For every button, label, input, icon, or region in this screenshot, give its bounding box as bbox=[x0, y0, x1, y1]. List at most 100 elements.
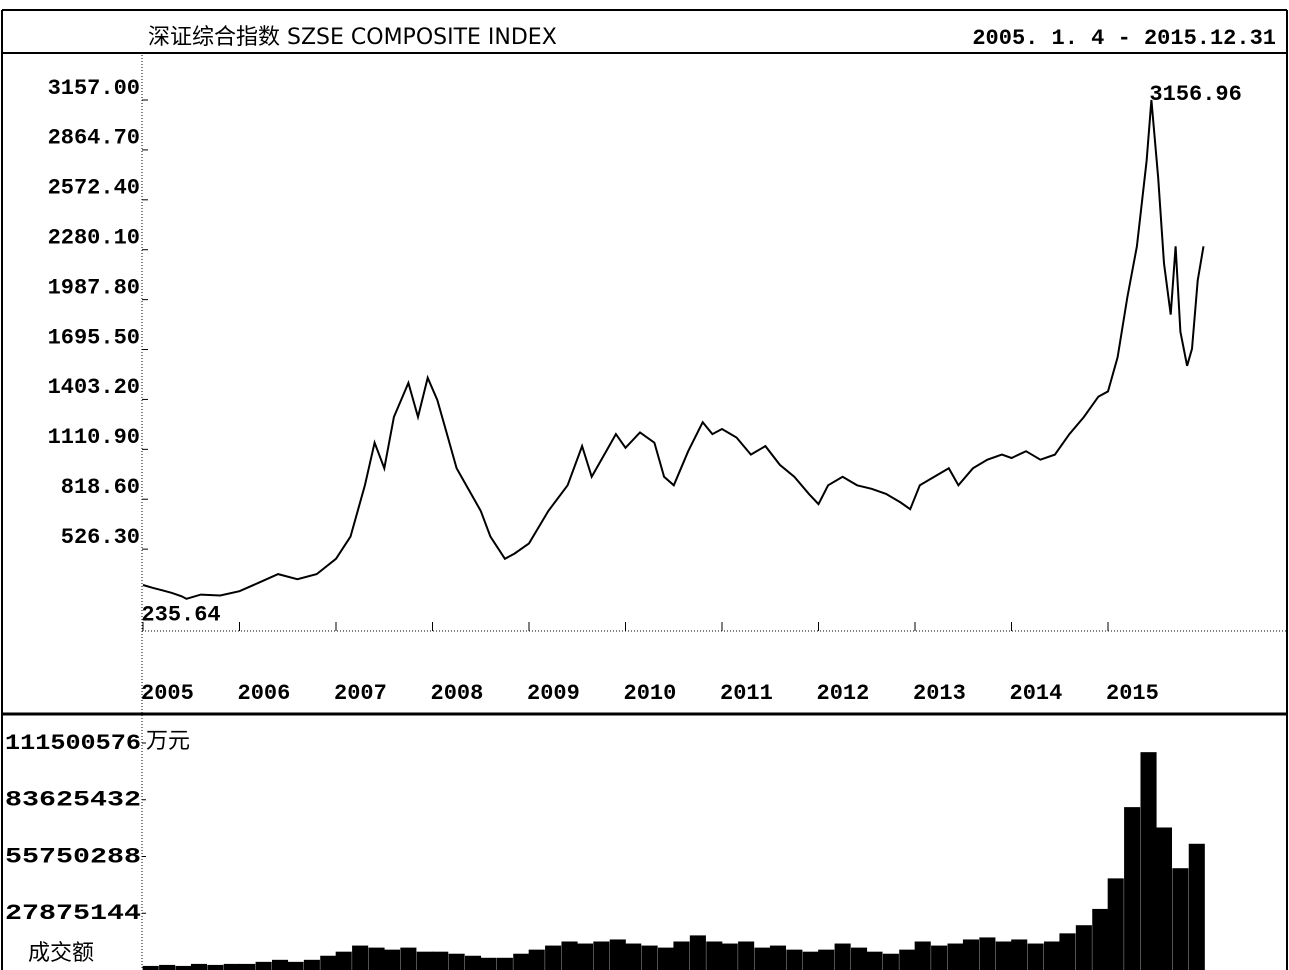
x-tick-label: 2009 bbox=[527, 681, 580, 706]
price-line bbox=[142, 99, 1205, 600]
volume-bar bbox=[673, 941, 690, 970]
volume-bar bbox=[641, 945, 658, 970]
y-tick-label: 1403.20 bbox=[48, 375, 140, 400]
volume-bar bbox=[931, 945, 948, 970]
volume-bar bbox=[786, 949, 803, 970]
volume-bar bbox=[882, 953, 899, 970]
volume-bar bbox=[159, 964, 176, 970]
y-tick-label: 3157.00 bbox=[48, 76, 140, 101]
volume-bar bbox=[383, 949, 401, 970]
y-tick-label: 27875144 bbox=[5, 901, 141, 926]
volume-bar bbox=[962, 939, 980, 970]
volume-bar bbox=[706, 941, 723, 970]
volume-bar bbox=[1107, 878, 1124, 970]
x-tick-label: 2008 bbox=[431, 681, 484, 706]
x-tick-label: 2012 bbox=[817, 681, 870, 706]
volume-bar bbox=[947, 943, 964, 970]
x-tick-label: 2013 bbox=[913, 681, 966, 706]
x-tick-label: 2010 bbox=[624, 681, 677, 706]
y-tick-label: 1110.90 bbox=[48, 425, 140, 450]
volume-bar bbox=[1059, 933, 1076, 970]
volume-bar bbox=[368, 947, 385, 970]
volume-bar bbox=[545, 945, 562, 970]
volume-bar bbox=[561, 941, 578, 970]
volume-bar bbox=[271, 959, 289, 970]
volume-bar bbox=[899, 949, 916, 970]
volume-bar bbox=[995, 941, 1012, 970]
volume-bar bbox=[175, 965, 192, 970]
volume-bar bbox=[335, 951, 352, 970]
volume-bar bbox=[352, 945, 369, 970]
volume-bar bbox=[738, 941, 755, 970]
volume-bar bbox=[480, 957, 497, 970]
volume-bar bbox=[432, 951, 449, 970]
volume-bar bbox=[914, 941, 931, 970]
volume-bar bbox=[1075, 925, 1092, 970]
volume-bar bbox=[142, 965, 159, 970]
volume-bar bbox=[513, 953, 530, 970]
x-tick-label: 2005 bbox=[141, 681, 194, 706]
volume-bar bbox=[769, 945, 787, 970]
volume-bar bbox=[689, 935, 706, 970]
x-tick-label: 2015 bbox=[1106, 681, 1159, 706]
volume-bar bbox=[320, 955, 337, 970]
y-tick-label: 1695.50 bbox=[48, 325, 140, 350]
y-tick-label: 2572.40 bbox=[48, 176, 140, 201]
volume-bar bbox=[625, 943, 642, 970]
date-range: 2005. 1. 4 - 2015.12.31 bbox=[972, 26, 1276, 51]
y-tick-label: 1987.80 bbox=[48, 275, 140, 300]
volume-bar bbox=[850, 947, 868, 970]
annotation-low: 235.64 bbox=[141, 603, 220, 628]
y-tick-label: 2864.70 bbox=[48, 126, 140, 151]
y-tick-label: 55750288 bbox=[5, 844, 141, 869]
y-tick-label: 2280.10 bbox=[48, 226, 140, 251]
annotation-high: 3156.96 bbox=[1149, 82, 1241, 107]
x-tick-label: 2006 bbox=[238, 681, 291, 706]
volume-bar bbox=[400, 947, 417, 970]
volume-bar bbox=[223, 963, 240, 970]
volume-bar bbox=[287, 961, 304, 970]
volume-unit: 万元 bbox=[146, 729, 190, 754]
volume-bar bbox=[1188, 843, 1205, 970]
volume-label: 成交额 bbox=[28, 941, 94, 966]
volume-bar bbox=[448, 953, 465, 970]
volume-bar bbox=[1172, 868, 1189, 970]
x-tick-label: 2014 bbox=[1010, 681, 1063, 706]
volume-bar bbox=[528, 949, 545, 970]
volume-bar bbox=[979, 937, 996, 970]
volume-bar bbox=[1092, 908, 1109, 970]
y-tick-label: 111500576 bbox=[5, 731, 141, 756]
volume-bar bbox=[464, 955, 482, 970]
volume-bar bbox=[1155, 827, 1173, 970]
volume-bar bbox=[657, 947, 675, 970]
volume-bar bbox=[866, 951, 883, 970]
volume-bar bbox=[1027, 943, 1044, 970]
volume-bar bbox=[303, 959, 320, 970]
volume-bar bbox=[190, 963, 208, 970]
volume-bar bbox=[593, 941, 610, 970]
volume-bar bbox=[1011, 939, 1028, 970]
y-tick-label: 818.60 bbox=[61, 475, 140, 500]
volume-bar bbox=[802, 951, 819, 970]
volume-bar bbox=[255, 961, 272, 970]
chart-title: 深证综合指数 SZSE COMPOSITE INDEX bbox=[148, 25, 557, 50]
x-tick-label: 2011 bbox=[720, 681, 773, 706]
volume-bar bbox=[834, 943, 851, 970]
volume-bar bbox=[496, 957, 513, 970]
y-tick-label: 526.30 bbox=[61, 525, 140, 550]
volume-bar bbox=[1124, 807, 1141, 970]
volume-bar bbox=[609, 939, 626, 970]
x-tick-label: 2007 bbox=[334, 681, 387, 706]
volume-bar bbox=[818, 949, 835, 970]
volume-bar bbox=[239, 963, 256, 970]
volume-bar bbox=[207, 964, 224, 970]
volume-bar bbox=[1140, 752, 1157, 970]
volume-bar bbox=[1043, 941, 1061, 970]
volume-bar bbox=[576, 943, 594, 970]
volume-bar bbox=[754, 947, 771, 970]
volume-bar bbox=[721, 943, 738, 970]
volume-bar bbox=[416, 951, 433, 970]
y-tick-label: 83625432 bbox=[5, 788, 141, 813]
